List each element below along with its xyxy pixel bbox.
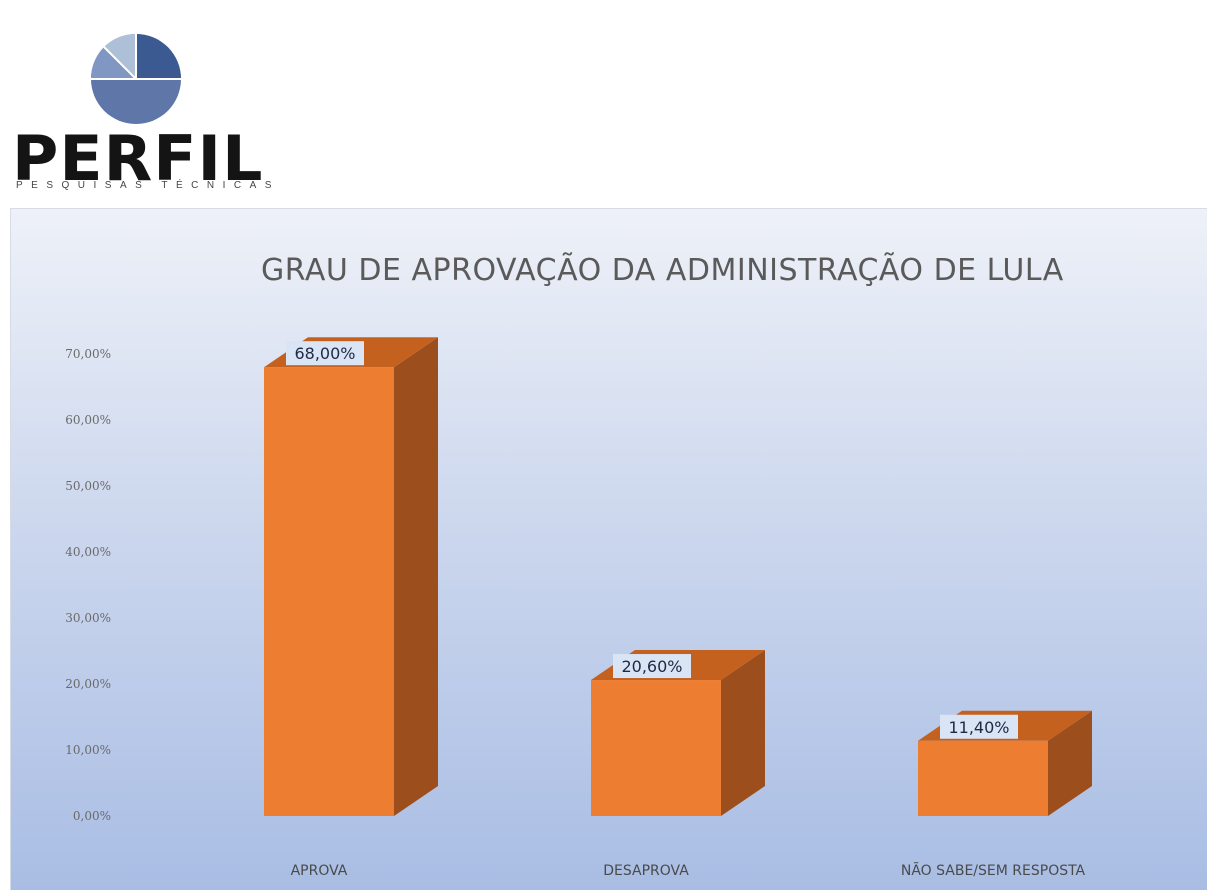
bar <box>591 680 721 816</box>
bar-chart: 0,00% 10,00% 20,00% 30,00% 40,00% 50,00% 60,00… <box>65 337 1092 879</box>
y-tick-label: 0,00% <box>73 809 111 823</box>
y-tick-label: 60,00% <box>65 413 111 427</box>
logo-wordmark: PERFIL <box>12 122 264 195</box>
perfil-logo: PERFIL PESQUISAS TÉCNICAS <box>0 0 300 200</box>
data-label: 11,40% <box>948 718 1009 737</box>
bar <box>264 367 394 816</box>
y-tick-label: 50,00% <box>65 479 111 493</box>
y-tick-label: 30,00% <box>65 611 111 625</box>
logo-slice-light <box>104 33 136 79</box>
y-tick-label: 20,00% <box>65 677 111 691</box>
y-tick-label: 10,00% <box>65 743 111 757</box>
bar-side <box>721 650 765 816</box>
bar-side <box>1048 710 1092 816</box>
x-tick-label: APROVA <box>291 863 348 879</box>
logo-tagline: PESQUISAS TÉCNICAS <box>16 180 280 191</box>
logo-slice-mid <box>90 47 136 79</box>
data-label: 20,60% <box>621 657 682 676</box>
data-label-box <box>613 654 691 679</box>
logo-slice-dark <box>136 34 181 79</box>
chart-title: GRAU DE APROVAÇÃO DA ADMINISTRAÇÃO DE LU… <box>261 253 1064 288</box>
bar <box>918 740 1048 816</box>
y-tick-label: 70,00% <box>65 347 111 361</box>
bar-side <box>394 337 438 816</box>
x-tick-label: DESAPROVA <box>603 863 689 879</box>
x-tick-label: NÃO SABE/SEM RESPOSTA <box>901 862 1086 879</box>
data-label-box <box>940 714 1018 739</box>
pie-logo-icon <box>90 33 181 124</box>
y-tick-label: 40,00% <box>65 545 111 559</box>
chart-area: GRAU DE APROVAÇÃO DA ADMINISTRAÇÃO DE LU… <box>10 208 1207 890</box>
data-label: 68,00% <box>294 344 355 363</box>
data-label-box <box>286 341 364 366</box>
